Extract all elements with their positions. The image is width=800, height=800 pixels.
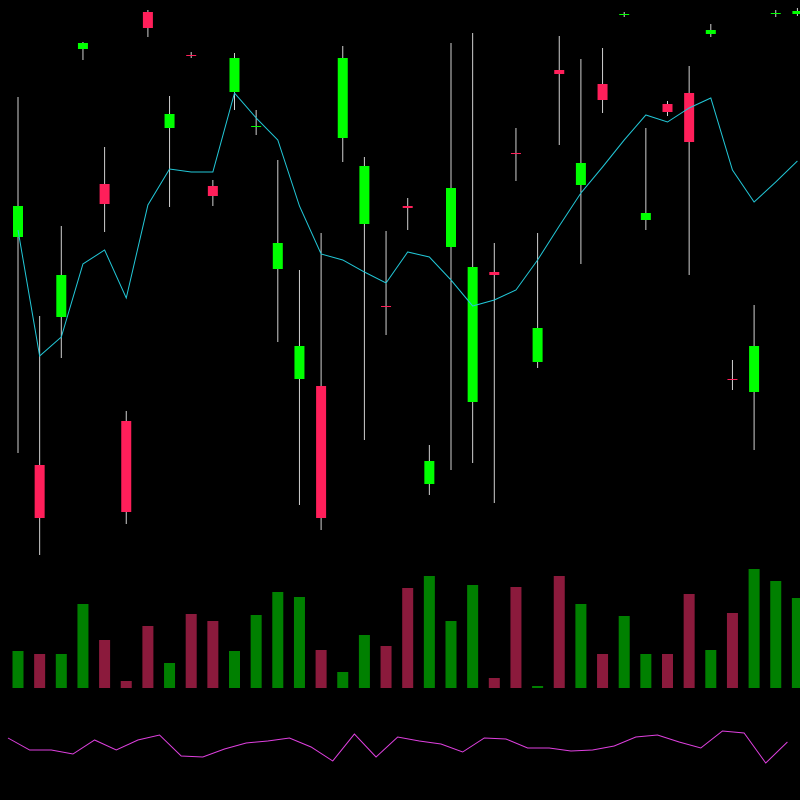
volume-bar [770,581,782,688]
volume-bar [12,651,24,688]
volume-bar [705,650,717,688]
candle-body [56,275,67,317]
volume-bar [55,654,67,688]
candle-body [446,188,456,247]
volume-bar [553,576,565,688]
volume-bar [445,621,457,688]
volume-bar [467,585,479,688]
volume-bar [618,616,630,688]
volume-bar [640,654,652,688]
volume-bar [532,686,544,688]
volume-bar [164,663,176,688]
volume-bar [272,592,284,688]
volume-bar [791,598,800,688]
volume-bar [402,588,414,688]
oscillator-line [7,730,788,764]
candle-body [316,386,327,518]
candle-body [749,346,760,392]
candle-body [554,70,565,74]
candle-body [142,12,153,28]
volume-bar [488,678,500,688]
volume-bar [662,654,673,688]
candle-body [121,421,132,512]
candle-body [251,126,262,127]
volume-bar [185,614,197,688]
volume-bar [683,594,695,688]
volume-bar [315,650,327,688]
volume-bar [142,626,154,688]
candle-body [489,272,500,275]
candle-body [575,163,586,185]
candle-body [229,58,240,92]
candle-body [207,186,218,196]
candle-body [770,13,781,14]
volume-bar [337,672,349,688]
candle-body [727,379,738,380]
volume-bar [207,621,219,688]
volume-bar [423,576,435,688]
candle-body [164,114,175,128]
candle-body [467,267,478,402]
candle-body [619,14,630,15]
volume-bar [575,604,587,688]
candle-body [381,306,392,307]
candle-body [186,55,197,56]
candle-body [34,465,45,518]
moving-average-line [17,91,798,357]
candle-body [99,184,110,204]
volume-bar [120,681,132,688]
candle-body [662,104,673,112]
candle-body [532,328,543,362]
volume-bar [293,597,305,688]
candle-body [597,84,608,100]
volume-bar [510,587,522,688]
candle-body [510,153,521,154]
candle-body [640,213,651,220]
candle-body [424,461,435,484]
volume-bar [380,646,392,688]
volume-bar [99,640,111,688]
volume-bar [34,654,46,688]
candle-body [13,206,23,237]
volume-bar [358,635,370,688]
volume-bar [726,613,738,688]
candle-body [402,206,413,208]
candle-body [705,30,716,34]
volume-bar [229,651,240,688]
candle-body [684,93,695,142]
candle-body [77,43,88,49]
candle-body [294,346,305,379]
volume-bar [250,615,262,688]
volume-bar [77,604,89,688]
candle-body [337,58,348,138]
volume-bar [597,654,609,688]
candle-body [359,166,370,224]
candle-body [792,11,800,14]
volume-bar [748,569,760,688]
candle-body [272,243,283,269]
